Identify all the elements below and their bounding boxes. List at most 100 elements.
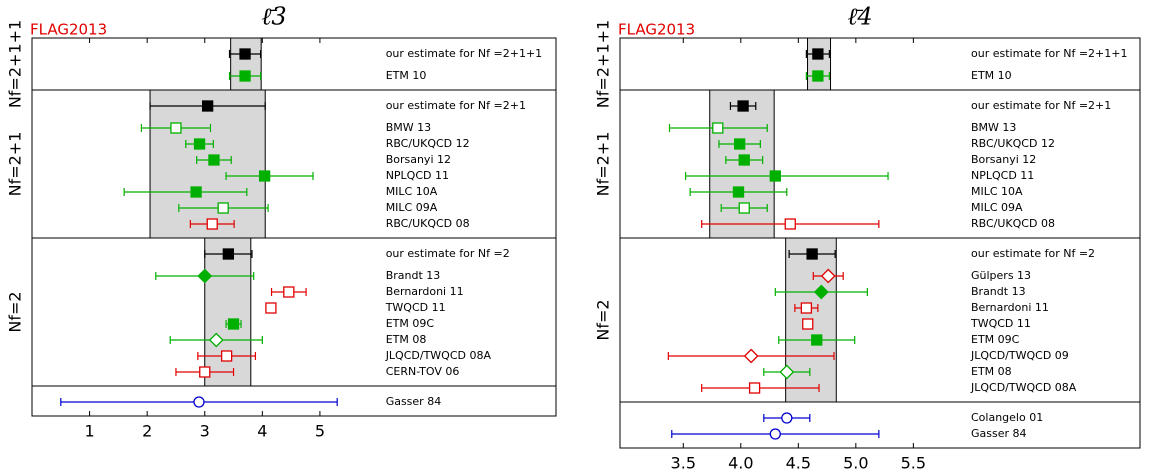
data-point <box>671 428 880 440</box>
data-point <box>812 268 844 284</box>
data-point <box>228 70 262 82</box>
group-label: Nf=2+1+1 <box>594 20 613 108</box>
data-point <box>778 334 856 346</box>
entry-label: RBC/UKQCD 08 <box>971 217 1055 230</box>
entry-label: TWQCD 11 <box>970 317 1031 330</box>
group-label: Nf=2 <box>6 291 25 332</box>
entry-label: Brandt 13 <box>386 269 441 282</box>
entry-label: ETM 08 <box>386 333 427 346</box>
entry-label: JLQCD/TWQCD 08A <box>385 349 492 362</box>
data-point <box>178 202 269 214</box>
marker <box>206 218 218 230</box>
marker <box>258 170 271 182</box>
data-point <box>701 382 820 394</box>
x-tick-label: 3 <box>200 422 210 441</box>
entry-label: NPLQCD 11 <box>386 169 449 182</box>
marker <box>193 138 206 150</box>
marker <box>222 248 235 260</box>
data-point <box>60 396 338 408</box>
marker <box>199 366 211 378</box>
entry-label: JLQCD/TWQCD 08A <box>970 381 1077 394</box>
plot-frame <box>31 37 557 417</box>
x-tick-label: 5.5 <box>901 454 926 473</box>
entry-label: Bernardoni 11 <box>386 285 464 298</box>
entry-label: MILC 09A <box>386 201 438 214</box>
data-point <box>763 364 811 380</box>
group-label: Nf=2+1+1 <box>6 20 25 108</box>
data-point <box>701 218 880 230</box>
data-point <box>270 286 307 298</box>
marker <box>283 286 295 298</box>
entry-label: our estimate for Nf =2+1+1 <box>386 47 543 60</box>
estimate-band <box>149 89 266 239</box>
chart-title: ℓ̄4 <box>847 3 872 31</box>
marker <box>193 396 205 408</box>
x-tick-label: 2 <box>142 422 152 441</box>
plot-frame <box>619 37 1141 449</box>
data-point <box>225 318 242 330</box>
marker <box>197 268 213 284</box>
data-point <box>155 268 255 284</box>
marker <box>733 138 746 150</box>
data-point <box>729 100 757 112</box>
marker <box>201 100 214 112</box>
data-point <box>720 202 768 214</box>
entry-label: our estimate for Nf =2+1+1 <box>971 47 1128 60</box>
entry-label: ETM 10 <box>386 69 427 82</box>
entry-label: Gasser 84 <box>971 427 1027 440</box>
marker <box>712 122 724 134</box>
data-point <box>788 248 836 260</box>
entry-label: ETM 09C <box>386 317 435 330</box>
marker <box>806 248 818 260</box>
marker <box>737 100 749 112</box>
x-tick-label: 5.0 <box>843 454 868 473</box>
entry-label: Brandt 13 <box>971 285 1026 298</box>
entry-label: our estimate for Nf =2 <box>971 247 1095 260</box>
data-point <box>763 412 811 424</box>
x-tick-label: 4.5 <box>786 454 811 473</box>
entry-label: our estimate for Nf =2+1 <box>386 99 526 112</box>
marker <box>170 122 182 134</box>
data-point <box>805 48 830 60</box>
data-point <box>169 332 263 348</box>
marker <box>748 382 761 394</box>
data-point <box>225 170 314 182</box>
data-point <box>185 138 214 150</box>
marker <box>239 70 251 82</box>
data-point <box>802 318 814 330</box>
group-label: Nf=2 <box>594 299 613 340</box>
marker <box>812 70 824 82</box>
entry-label: Borsanyi 12 <box>971 153 1036 166</box>
group-label: Nf=2+1 <box>6 132 25 197</box>
entry-label: MILC 10A <box>386 185 438 198</box>
marker <box>811 334 823 346</box>
data-point <box>189 218 235 230</box>
marker <box>769 428 781 440</box>
data-point <box>204 248 253 260</box>
marker <box>738 154 750 166</box>
chart-title: ℓ̄3 <box>261 3 286 31</box>
marker <box>217 202 229 214</box>
marker <box>239 48 251 60</box>
entry-label: MILC 10A <box>971 185 1023 198</box>
entry-label: our estimate for Nf =2+1 <box>971 99 1111 112</box>
data-point <box>684 170 889 182</box>
marker <box>227 318 240 330</box>
marker <box>265 302 277 314</box>
data-point <box>794 302 819 314</box>
marker <box>800 302 813 314</box>
marker <box>781 412 793 424</box>
entry-label: ETM 09C <box>971 333 1020 346</box>
entry-label: MILC 09A <box>971 201 1023 214</box>
entry-label: Gülpers 13 <box>971 269 1031 282</box>
marker <box>738 202 750 214</box>
marker <box>820 268 836 284</box>
entry-label: TWQCD 11 <box>385 301 446 314</box>
marker <box>802 318 814 330</box>
entry-label: BMW 13 <box>971 121 1016 134</box>
data-point <box>175 366 235 378</box>
estimate-band <box>230 37 262 91</box>
marker <box>784 218 796 230</box>
x-tick-label: 4.0 <box>728 454 753 473</box>
data-point <box>668 122 768 134</box>
